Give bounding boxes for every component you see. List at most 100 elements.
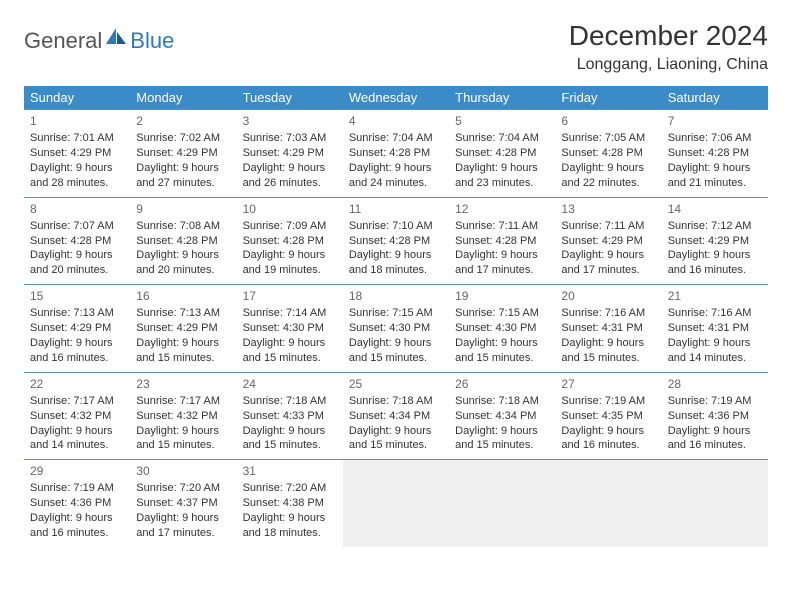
sunset-text: Sunset: 4:28 PM: [561, 146, 655, 161]
day-number: 16: [136, 288, 230, 304]
day-number: 10: [243, 201, 337, 217]
day-number: 9: [136, 201, 230, 217]
daylight-text: and 18 minutes.: [349, 263, 443, 278]
daylight-text: and 15 minutes.: [243, 438, 337, 453]
daylight-text: Daylight: 9 hours: [668, 424, 762, 439]
sunset-text: Sunset: 4:37 PM: [136, 496, 230, 511]
day-header: Monday: [130, 86, 236, 110]
daylight-text: Daylight: 9 hours: [136, 248, 230, 263]
sunset-text: Sunset: 4:38 PM: [243, 496, 337, 511]
calendar-day-cell: 2Sunrise: 7:02 AMSunset: 4:29 PMDaylight…: [130, 110, 236, 198]
daylight-text: and 15 minutes.: [455, 438, 549, 453]
sunset-text: Sunset: 4:33 PM: [243, 409, 337, 424]
daylight-text: Daylight: 9 hours: [243, 336, 337, 351]
sunset-text: Sunset: 4:28 PM: [455, 234, 549, 249]
daylight-text: and 19 minutes.: [243, 263, 337, 278]
daylight-text: and 15 minutes.: [349, 438, 443, 453]
daylight-text: Daylight: 9 hours: [243, 161, 337, 176]
calendar-day-cell: 5Sunrise: 7:04 AMSunset: 4:28 PMDaylight…: [449, 110, 555, 198]
daylight-text: Daylight: 9 hours: [668, 248, 762, 263]
daylight-text: Daylight: 9 hours: [455, 248, 549, 263]
daylight-text: Daylight: 9 hours: [136, 161, 230, 176]
sunset-text: Sunset: 4:36 PM: [668, 409, 762, 424]
day-header: Saturday: [662, 86, 768, 110]
calendar-day-cell: 22Sunrise: 7:17 AMSunset: 4:32 PMDayligh…: [24, 372, 130, 460]
daylight-text: and 16 minutes.: [561, 438, 655, 453]
location: Longgang, Liaoning, China: [569, 56, 768, 74]
calendar-table: Sunday Monday Tuesday Wednesday Thursday…: [24, 86, 768, 547]
daylight-text: and 15 minutes.: [243, 351, 337, 366]
calendar-day-cell: 13Sunrise: 7:11 AMSunset: 4:29 PMDayligh…: [555, 197, 661, 285]
day-number: 4: [349, 113, 443, 129]
daylight-text: Daylight: 9 hours: [30, 424, 124, 439]
daylight-text: and 15 minutes.: [349, 351, 443, 366]
daylight-text: Daylight: 9 hours: [136, 424, 230, 439]
day-number: 30: [136, 463, 230, 479]
sunset-text: Sunset: 4:28 PM: [30, 234, 124, 249]
sunset-text: Sunset: 4:36 PM: [30, 496, 124, 511]
daylight-text: and 15 minutes.: [136, 438, 230, 453]
sunrise-text: Sunrise: 7:07 AM: [30, 219, 124, 234]
day-number: 28: [668, 376, 762, 392]
calendar-day-cell: 19Sunrise: 7:15 AMSunset: 4:30 PMDayligh…: [449, 285, 555, 373]
sunrise-text: Sunrise: 7:12 AM: [668, 219, 762, 234]
calendar-empty-cell: [555, 460, 661, 547]
calendar-empty-cell: [662, 460, 768, 547]
sunset-text: Sunset: 4:31 PM: [668, 321, 762, 336]
sunrise-text: Sunrise: 7:13 AM: [30, 306, 124, 321]
day-header: Sunday: [24, 86, 130, 110]
calendar-week-row: 1Sunrise: 7:01 AMSunset: 4:29 PMDaylight…: [24, 110, 768, 198]
day-header-row: Sunday Monday Tuesday Wednesday Thursday…: [24, 86, 768, 110]
daylight-text: and 18 minutes.: [243, 526, 337, 541]
day-number: 23: [136, 376, 230, 392]
calendar-day-cell: 18Sunrise: 7:15 AMSunset: 4:30 PMDayligh…: [343, 285, 449, 373]
day-header: Wednesday: [343, 86, 449, 110]
daylight-text: Daylight: 9 hours: [243, 511, 337, 526]
calendar-day-cell: 12Sunrise: 7:11 AMSunset: 4:28 PMDayligh…: [449, 197, 555, 285]
calendar-day-cell: 4Sunrise: 7:04 AMSunset: 4:28 PMDaylight…: [343, 110, 449, 198]
day-number: 12: [455, 201, 549, 217]
daylight-text: and 14 minutes.: [668, 351, 762, 366]
daylight-text: and 28 minutes.: [30, 176, 124, 191]
calendar-day-cell: 30Sunrise: 7:20 AMSunset: 4:37 PMDayligh…: [130, 460, 236, 547]
calendar-day-cell: 7Sunrise: 7:06 AMSunset: 4:28 PMDaylight…: [662, 110, 768, 198]
daylight-text: Daylight: 9 hours: [30, 248, 124, 263]
daylight-text: Daylight: 9 hours: [349, 336, 443, 351]
daylight-text: and 16 minutes.: [30, 351, 124, 366]
day-number: 18: [349, 288, 443, 304]
daylight-text: and 14 minutes.: [30, 438, 124, 453]
sunset-text: Sunset: 4:28 PM: [349, 234, 443, 249]
sunset-text: Sunset: 4:28 PM: [668, 146, 762, 161]
sunrise-text: Sunrise: 7:16 AM: [668, 306, 762, 321]
daylight-text: Daylight: 9 hours: [455, 161, 549, 176]
title-block: December 2024 Longgang, Liaoning, China: [569, 20, 768, 74]
calendar-week-row: 29Sunrise: 7:19 AMSunset: 4:36 PMDayligh…: [24, 460, 768, 547]
daylight-text: and 17 minutes.: [561, 263, 655, 278]
day-number: 8: [30, 201, 124, 217]
sunset-text: Sunset: 4:32 PM: [136, 409, 230, 424]
calendar-day-cell: 17Sunrise: 7:14 AMSunset: 4:30 PMDayligh…: [237, 285, 343, 373]
calendar-day-cell: 27Sunrise: 7:19 AMSunset: 4:35 PMDayligh…: [555, 372, 661, 460]
daylight-text: Daylight: 9 hours: [349, 161, 443, 176]
daylight-text: and 16 minutes.: [30, 526, 124, 541]
sunset-text: Sunset: 4:29 PM: [243, 146, 337, 161]
sunrise-text: Sunrise: 7:19 AM: [668, 394, 762, 409]
day-number: 2: [136, 113, 230, 129]
day-number: 20: [561, 288, 655, 304]
day-number: 5: [455, 113, 549, 129]
sunrise-text: Sunrise: 7:20 AM: [243, 481, 337, 496]
calendar-day-cell: 10Sunrise: 7:09 AMSunset: 4:28 PMDayligh…: [237, 197, 343, 285]
day-number: 7: [668, 113, 762, 129]
calendar-day-cell: 25Sunrise: 7:18 AMSunset: 4:34 PMDayligh…: [343, 372, 449, 460]
daylight-text: and 27 minutes.: [136, 176, 230, 191]
day-number: 3: [243, 113, 337, 129]
sunrise-text: Sunrise: 7:01 AM: [30, 131, 124, 146]
calendar-day-cell: 16Sunrise: 7:13 AMSunset: 4:29 PMDayligh…: [130, 285, 236, 373]
calendar-week-row: 15Sunrise: 7:13 AMSunset: 4:29 PMDayligh…: [24, 285, 768, 373]
calendar-day-cell: 11Sunrise: 7:10 AMSunset: 4:28 PMDayligh…: [343, 197, 449, 285]
calendar-day-cell: 31Sunrise: 7:20 AMSunset: 4:38 PMDayligh…: [237, 460, 343, 547]
daylight-text: Daylight: 9 hours: [243, 424, 337, 439]
day-number: 17: [243, 288, 337, 304]
sunset-text: Sunset: 4:29 PM: [136, 146, 230, 161]
sunset-text: Sunset: 4:29 PM: [30, 321, 124, 336]
